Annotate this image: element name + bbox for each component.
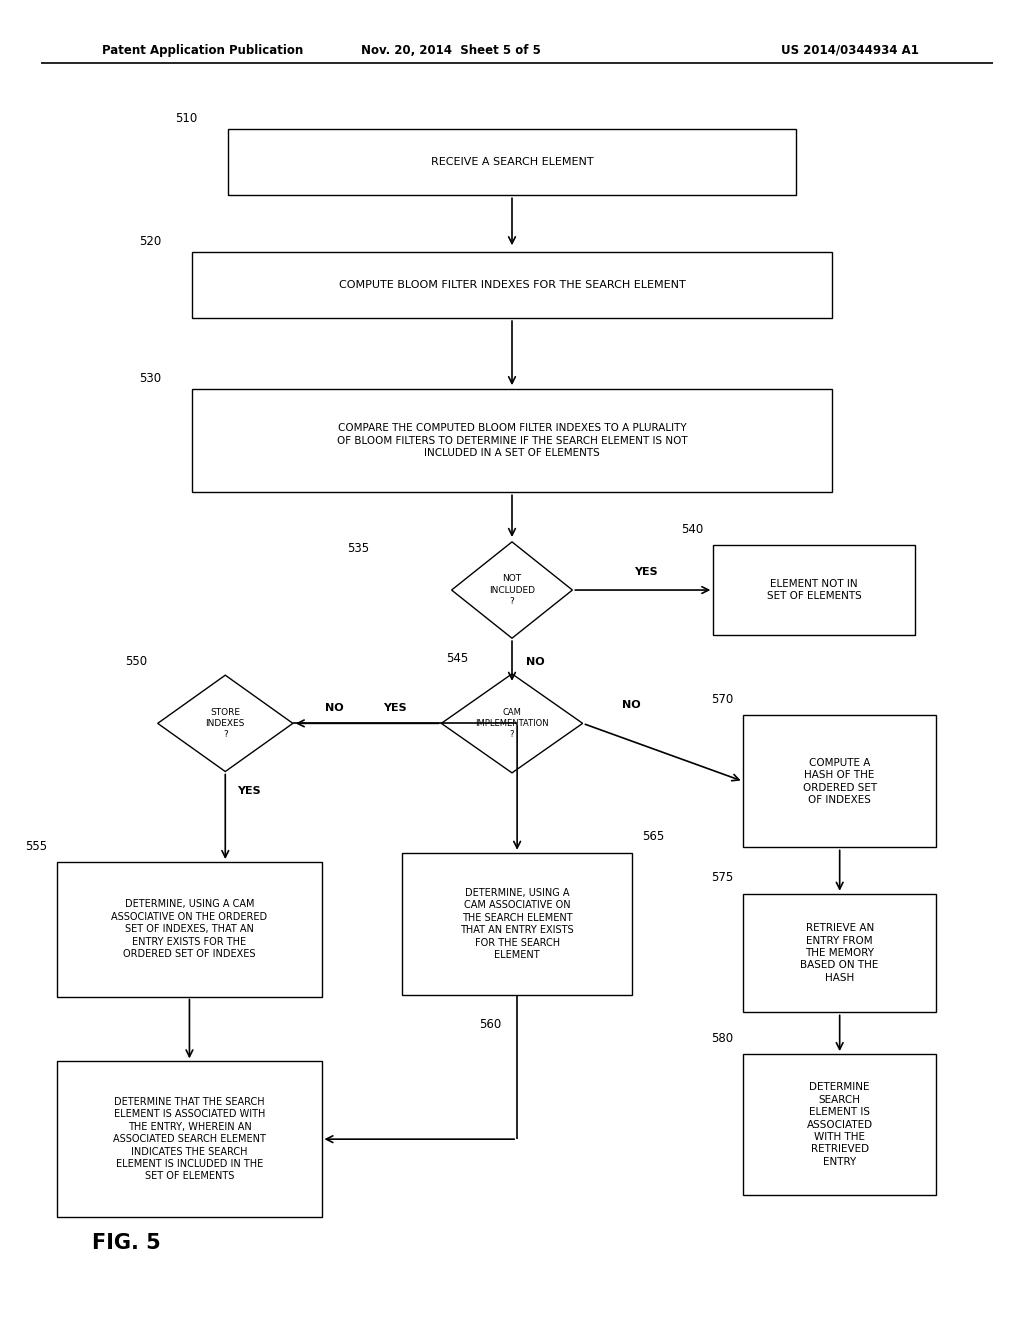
Text: 510: 510 (175, 112, 197, 125)
Text: 565: 565 (643, 830, 665, 843)
Text: ELEMENT NOT IN
SET OF ELEMENTS: ELEMENT NOT IN SET OF ELEMENTS (767, 579, 861, 601)
Text: YES: YES (634, 566, 658, 577)
Text: COMPUTE BLOOM FILTER INDEXES FOR THE SEARCH ELEMENT: COMPUTE BLOOM FILTER INDEXES FOR THE SEA… (339, 280, 685, 290)
FancyBboxPatch shape (401, 853, 633, 995)
Text: DETERMINE
SEARCH
ELEMENT IS
ASSOCIATED
WITH THE
RETRIEVED
ENTRY: DETERMINE SEARCH ELEMENT IS ASSOCIATED W… (807, 1082, 872, 1167)
Text: NO: NO (526, 657, 545, 667)
FancyBboxPatch shape (193, 389, 831, 492)
Polygon shape (441, 673, 583, 772)
Text: NO: NO (623, 700, 641, 710)
Text: STORE
INDEXES
?: STORE INDEXES ? (206, 708, 245, 739)
Text: RECEIVE A SEARCH ELEMENT: RECEIVE A SEARCH ELEMENT (431, 157, 593, 168)
Text: COMPUTE A
HASH OF THE
ORDERED SET
OF INDEXES: COMPUTE A HASH OF THE ORDERED SET OF IND… (803, 758, 877, 805)
Text: 555: 555 (25, 840, 47, 853)
Text: 535: 535 (347, 543, 370, 554)
Text: 530: 530 (139, 372, 162, 385)
Polygon shape (158, 676, 293, 771)
FancyBboxPatch shape (743, 715, 936, 847)
Polygon shape (452, 541, 572, 638)
FancyBboxPatch shape (713, 545, 915, 635)
Text: CAM
IMPLEMENTATION
?: CAM IMPLEMENTATION ? (475, 708, 549, 739)
FancyBboxPatch shape (57, 1061, 322, 1217)
Text: NOT
INCLUDED
?: NOT INCLUDED ? (489, 574, 535, 606)
Text: NO: NO (325, 702, 343, 713)
Text: DETERMINE, USING A
CAM ASSOCIATIVE ON
THE SEARCH ELEMENT
THAT AN ENTRY EXISTS
FO: DETERMINE, USING A CAM ASSOCIATIVE ON TH… (461, 888, 573, 960)
Text: FIG. 5: FIG. 5 (92, 1233, 161, 1254)
FancyBboxPatch shape (743, 1053, 936, 1196)
Text: 560: 560 (479, 1018, 502, 1031)
Text: 580: 580 (711, 1032, 733, 1044)
Text: 570: 570 (711, 693, 733, 706)
Text: 550: 550 (125, 656, 147, 668)
FancyBboxPatch shape (743, 894, 936, 1012)
Text: YES: YES (238, 787, 261, 796)
Text: DETERMINE, USING A CAM
ASSOCIATIVE ON THE ORDERED
SET OF INDEXES, THAT AN
ENTRY : DETERMINE, USING A CAM ASSOCIATIVE ON TH… (112, 899, 267, 960)
FancyBboxPatch shape (193, 252, 831, 318)
Text: RETRIEVE AN
ENTRY FROM
THE MEMORY
BASED ON THE
HASH: RETRIEVE AN ENTRY FROM THE MEMORY BASED … (801, 923, 879, 983)
Text: COMPARE THE COMPUTED BLOOM FILTER INDEXES TO A PLURALITY
OF BLOOM FILTERS TO DET: COMPARE THE COMPUTED BLOOM FILTER INDEXE… (337, 424, 687, 458)
Text: Nov. 20, 2014  Sheet 5 of 5: Nov. 20, 2014 Sheet 5 of 5 (360, 44, 541, 57)
Text: 540: 540 (681, 523, 702, 536)
Text: Patent Application Publication: Patent Application Publication (102, 44, 304, 57)
FancyBboxPatch shape (227, 129, 797, 195)
FancyBboxPatch shape (57, 862, 322, 997)
Text: US 2014/0344934 A1: US 2014/0344934 A1 (781, 44, 919, 57)
Text: YES: YES (383, 702, 408, 713)
Text: 575: 575 (711, 871, 733, 884)
Text: 545: 545 (446, 652, 469, 664)
Text: 520: 520 (139, 235, 162, 248)
Text: DETERMINE THAT THE SEARCH
ELEMENT IS ASSOCIATED WITH
THE ENTRY, WHEREIN AN
ASSOC: DETERMINE THAT THE SEARCH ELEMENT IS ASS… (113, 1097, 266, 1181)
